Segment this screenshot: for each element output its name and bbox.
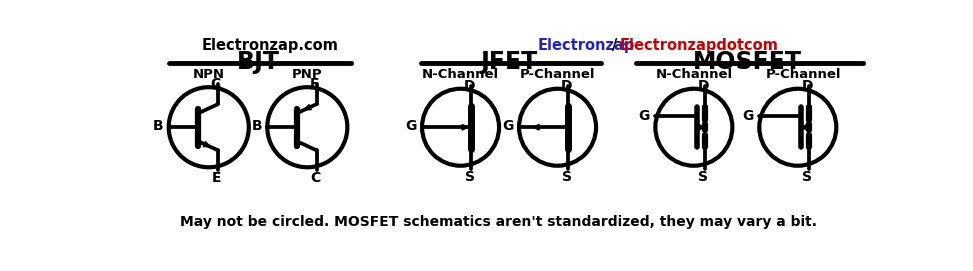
Text: P-Channel: P-Channel	[520, 68, 595, 81]
Text: S: S	[561, 170, 572, 183]
Text: G: G	[742, 109, 754, 123]
Text: S: S	[698, 170, 708, 183]
Text: Electronzap.com: Electronzap.com	[202, 38, 339, 53]
Text: G: G	[406, 120, 416, 133]
Text: N-Channel: N-Channel	[422, 68, 499, 81]
Text: C: C	[309, 171, 320, 185]
Polygon shape	[203, 141, 210, 147]
Text: P-Channel: P-Channel	[766, 68, 841, 81]
Text: G: G	[502, 120, 514, 133]
Text: E: E	[212, 171, 221, 185]
Polygon shape	[533, 124, 539, 130]
Polygon shape	[801, 125, 807, 130]
Text: N-Channel: N-Channel	[655, 68, 733, 81]
Text: D: D	[698, 79, 709, 93]
Polygon shape	[305, 105, 311, 110]
Text: S: S	[802, 170, 812, 183]
Text: B: B	[251, 120, 262, 133]
Text: D: D	[561, 79, 572, 93]
Text: JFET: JFET	[481, 50, 538, 74]
Text: E: E	[309, 77, 319, 91]
Text: NPN: NPN	[193, 68, 225, 81]
Text: May not be circled. MOSFET schematics aren't standardized, they may vary a bit.: May not be circled. MOSFET schematics ar…	[180, 215, 816, 229]
Text: Electronzapdotcom: Electronzapdotcom	[619, 38, 778, 53]
Text: PNP: PNP	[292, 68, 323, 81]
Text: BJT: BJT	[237, 50, 280, 74]
Text: S: S	[465, 170, 475, 183]
Text: MOSFET: MOSFET	[693, 50, 803, 74]
Text: Electronzap: Electronzap	[537, 38, 635, 53]
Text: /: /	[612, 38, 618, 53]
Polygon shape	[462, 124, 468, 130]
Text: B: B	[153, 120, 163, 133]
Text: C: C	[210, 77, 221, 91]
Text: D: D	[464, 79, 476, 93]
Polygon shape	[700, 125, 704, 130]
Text: D: D	[802, 79, 812, 93]
Text: G: G	[638, 109, 650, 123]
